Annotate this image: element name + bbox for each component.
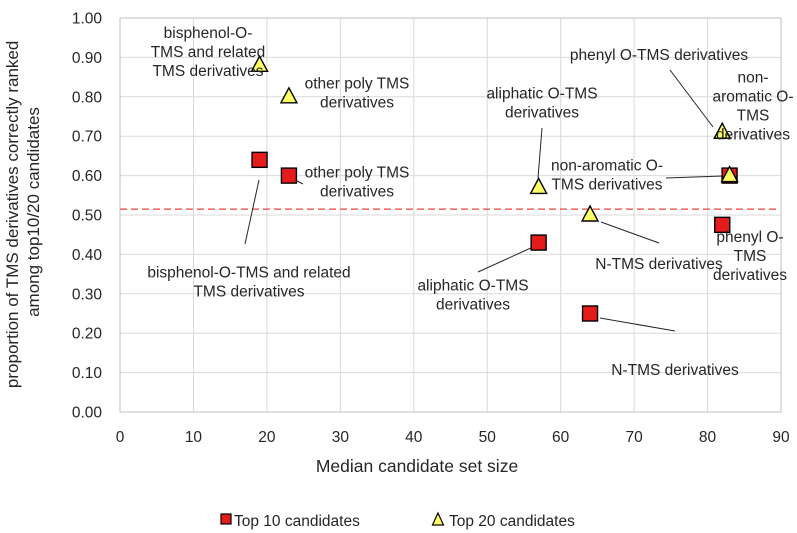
legend-triangle-marker [431,511,445,526]
y-tick-label: 0.00 [72,405,103,422]
legend-item-top20: Top 20 candidates [431,511,575,530]
y-axis-label: proportion of TMS derivatives correctly … [3,36,43,388]
top20-point-label: phenyl O-TMS derivatives [570,47,749,64]
top10-point-marker [280,167,298,184]
top20-point-marker [720,165,739,183]
top20-point-label: aliphatic O-TMS derivatives [486,86,597,122]
top10-point-label: bisphenol-O-TMS and related TMS derivativ… [147,265,350,301]
top10-point-label: non-aromatic O-TMS derivatives [551,158,663,194]
y-tick-label: 1.00 [72,11,103,28]
leader-line [244,179,260,245]
y-tick-label: 0.60 [72,168,103,185]
top10-point-marker [251,151,268,169]
top10-point-label: phenyl O-TMS derivatives [713,229,787,284]
legend-item-top10: Top 10 candidates [220,513,360,530]
top10-point-label: other poly TMS derivatives [305,165,410,201]
y-tick-label: 0.50 [72,208,103,225]
leader-line [600,221,660,244]
top20-point-marker [250,54,269,72]
top20-point-label: bisphenol-O-TMS and related TMS derivativ… [151,25,266,80]
y-tick-label: 0.70 [72,129,103,146]
top20-point-marker [580,204,600,222]
y-tick-label: 0.80 [72,89,103,106]
top20-point-label: other poly TMS derivatives [305,76,410,112]
y-axis-label-line-2: among top10/20 candidates [24,107,43,317]
x-tick-label: 10 [185,429,203,446]
top20-point-marker [279,86,299,104]
top10-point-marker [530,234,547,251]
plot-area [119,17,782,413]
point-labels: bisphenol-O-TMS and related TMS derivativ… [147,25,793,379]
x-tick-label: 70 [625,429,643,446]
leader-line [669,69,714,128]
top10-point-label: aliphatic O-TMS derivatives [417,278,528,314]
data-markers [250,54,739,322]
legend-label-top20: Top 20 candidates [449,513,575,530]
top20-point-marker [713,121,732,139]
y-tick-label: 0.30 [72,286,103,303]
x-tick-label: 40 [405,429,423,446]
legend: Top 10 candidates Top 20 candidates [220,511,575,530]
x-tick-label: 20 [258,429,276,446]
x-tick-label: 90 [772,429,790,446]
leader-line [599,317,676,332]
y-axis-label-line-1: proportion of TMS derivatives correctly … [3,41,22,388]
top10-point-marker [714,216,731,234]
x-tick-label: 50 [479,429,497,446]
leader-line [537,127,543,179]
leader-line [665,175,724,179]
y-tick-label: 0.20 [72,326,103,343]
legend-label-top10: Top 10 candidates [234,513,360,530]
x-tick-label: 60 [552,429,570,446]
y-tick-label: 0.40 [72,247,103,264]
top10-point-label: N-TMS derivatives [611,362,739,379]
y-tick-label: 0.10 [72,365,103,382]
top10-point-marker [581,305,599,322]
top20-point-label: non-aromatic O-TMS derivatives [713,70,794,144]
y-tick-label: 0.90 [72,50,103,67]
x-tick-label: 0 [116,429,125,446]
legend-square-marker [220,513,232,525]
leader-line [477,246,534,273]
top20-point-marker [529,176,548,195]
x-axis-label: Median candidate set size [316,456,518,476]
x-tick-label: 30 [332,429,350,446]
x-tick-label: 80 [699,429,717,446]
axis-tick-labels: 0 10 20 30 40 50 60 70 80 90 0.00 0.10 0.20 0.30 0.40 0… [72,11,790,447]
top20-point-label: N-TMS derivatives [595,256,723,273]
